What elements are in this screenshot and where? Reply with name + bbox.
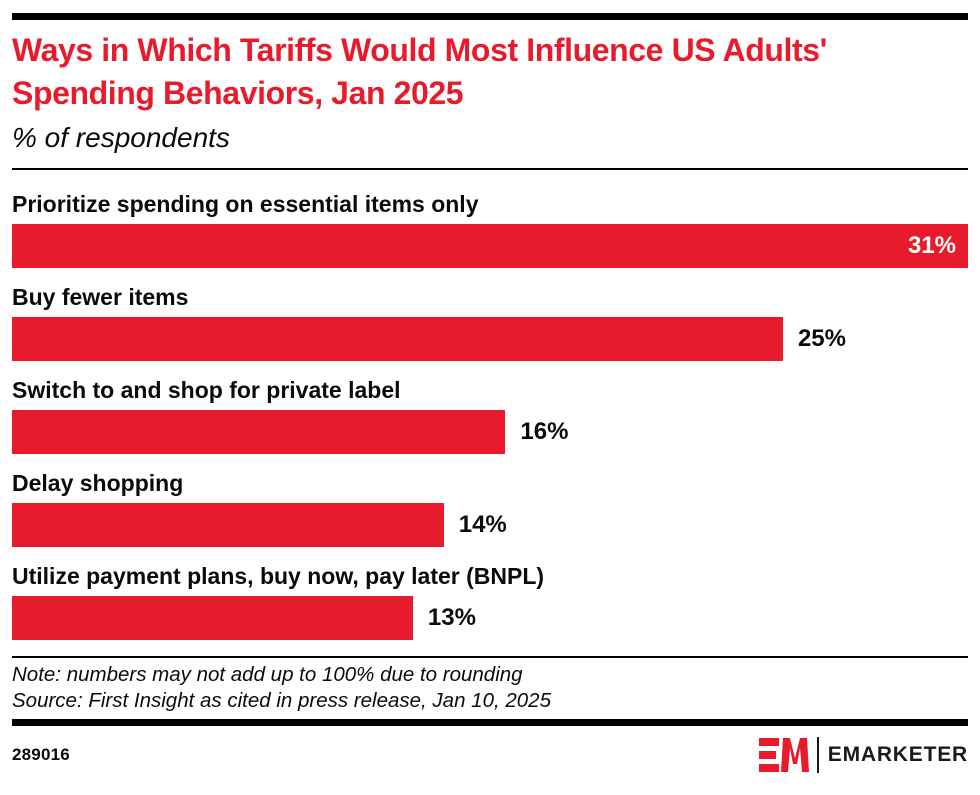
- footnote-divider: [12, 656, 968, 658]
- bar-track: 14%: [12, 503, 968, 547]
- bar-value-label: 31%: [907, 232, 956, 259]
- em-logo-mark: [758, 738, 809, 772]
- bar: 31%: [12, 224, 968, 268]
- bar-chart: Prioritize spending on essential items o…: [12, 170, 968, 640]
- bar-value-label: 25%: [797, 325, 846, 352]
- bar: [12, 503, 444, 547]
- logo-divider: [816, 737, 819, 773]
- chart-title: Ways in Which Tariffs Would Most Influen…: [12, 32, 827, 111]
- bar-track: 25%: [12, 317, 968, 361]
- chart-note: Note: numbers may not add up to 100% due…: [12, 663, 523, 686]
- bar-category-label: Prioritize spending on essential items o…: [12, 191, 479, 217]
- emarketer-wordmark: EMARKETER: [827, 743, 968, 766]
- chart-id: 289016: [12, 745, 70, 764]
- bar-category-label: Buy fewer items: [12, 284, 189, 310]
- chart-page: Ways in Which Tariffs Would Most Influen…: [0, 13, 980, 795]
- footer: 289016 EMARKETER: [12, 737, 968, 773]
- bar-row: Switch to and shop for private label 16%: [12, 377, 968, 454]
- bar-row: Utilize payment plans, buy now, pay late…: [12, 563, 968, 640]
- bar-category-label: Utilize payment plans, buy now, pay late…: [12, 563, 545, 589]
- bar: [12, 410, 506, 454]
- bar-category-label: Delay shopping: [12, 470, 184, 496]
- bar-track: 16%: [12, 410, 968, 454]
- header-divider: [12, 168, 968, 170]
- chart-source: Source: First Insight as cited in press …: [12, 689, 551, 712]
- bar: [12, 317, 783, 361]
- bar-category-label: Switch to and shop for private label: [12, 377, 401, 403]
- bottom-rule: [12, 719, 968, 726]
- bar-row: Buy fewer items 25%: [12, 284, 968, 361]
- bar-track: 31%: [12, 224, 968, 268]
- bar-row: Delay shopping 14%: [12, 470, 968, 547]
- chart-subtitle: % of respondents: [12, 122, 230, 153]
- top-rule: [12, 13, 968, 20]
- bar-value-label: 13%: [427, 604, 476, 631]
- bar-value-label: 14%: [458, 511, 507, 538]
- bar-track: 13%: [12, 596, 968, 640]
- bar-row: Prioritize spending on essential items o…: [12, 191, 968, 268]
- emarketer-logo: EMARKETER: [758, 737, 968, 773]
- bar-value-label: 16%: [520, 418, 569, 445]
- bar: [12, 596, 413, 640]
